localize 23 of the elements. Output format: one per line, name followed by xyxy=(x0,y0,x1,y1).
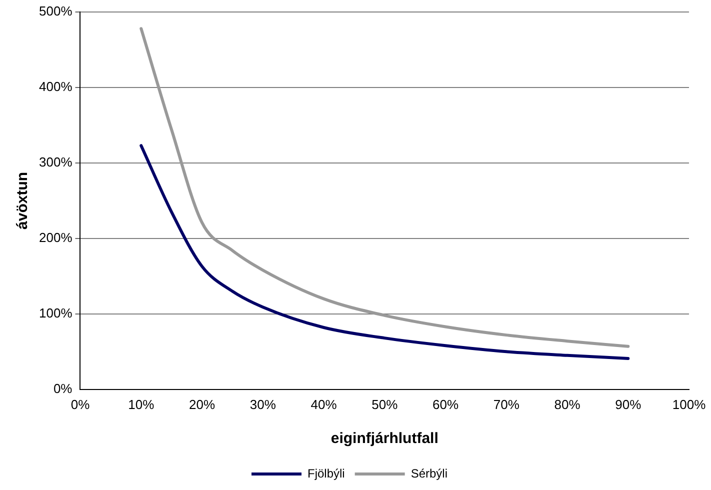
y-tick-label: 300% xyxy=(39,154,73,170)
legend-label: Fjölbýli xyxy=(307,466,345,480)
x-tick-label: 40% xyxy=(310,396,338,412)
y-tick-label: 200% xyxy=(39,230,73,246)
y-tick-label: 0% xyxy=(53,380,73,396)
y-tick-label: 400% xyxy=(39,79,73,94)
x-tick-label: 10% xyxy=(128,396,155,412)
y-tick-label: 500% xyxy=(39,4,73,19)
legend-label: Sérbýli xyxy=(410,466,448,480)
x-tick-label: 70% xyxy=(493,396,520,412)
x-tick-label: 0% xyxy=(70,396,90,412)
line-series xyxy=(140,144,630,360)
line-series xyxy=(140,27,630,348)
x-tick-label: 90% xyxy=(615,396,642,412)
x-tick-label: 50% xyxy=(372,396,398,412)
y-axis-title: ávöxtun xyxy=(14,172,32,230)
x-tick-label: 20% xyxy=(188,396,216,412)
x-tick-label: 100% xyxy=(672,396,706,412)
x-tick-label: 80% xyxy=(554,396,581,412)
x-axis-title: eiginfjárhlutfall xyxy=(330,430,438,448)
x-tick-label: 30% xyxy=(250,396,276,412)
y-tick-label: 100% xyxy=(39,306,73,320)
x-tick-label: 60% xyxy=(432,396,459,412)
